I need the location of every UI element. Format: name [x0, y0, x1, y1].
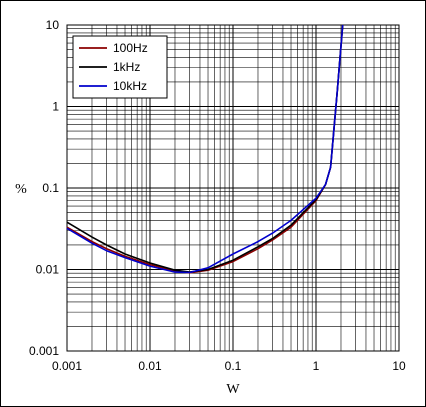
y-tick-label: 0.1: [42, 181, 59, 195]
legend-label-100hz: 100Hz: [113, 41, 148, 55]
legend-label-1khz: 1kHz: [113, 60, 140, 74]
x-tick-label: 0.01: [138, 359, 162, 373]
series-line-10khz: [66, 24, 344, 274]
plot-area-border: [66, 24, 400, 352]
x-tick-labels: 0.001 0.01 0.1 1 10: [52, 359, 406, 373]
x-tick-label: 0.1: [225, 359, 242, 373]
legend: 100Hz 1kHz 10kHz: [72, 35, 168, 99]
y-tick-label: 0.01: [36, 263, 60, 277]
y-tick-label: 0.001: [29, 344, 59, 358]
x-axis-title: W: [226, 382, 240, 397]
x-tick-label: 0.001: [52, 359, 82, 373]
y-tick-label: 10: [46, 18, 60, 32]
series-layer: [66, 24, 344, 274]
y-tick-label: 1: [52, 100, 59, 114]
y-tick-labels: 0.001 0.01 0.1 1 10: [29, 18, 59, 358]
x-tick-label: 1: [313, 359, 320, 373]
y-axis-title: %: [15, 182, 27, 197]
legend-label-10khz: 10kHz: [113, 79, 147, 93]
x-tick-label: 10: [392, 359, 406, 373]
